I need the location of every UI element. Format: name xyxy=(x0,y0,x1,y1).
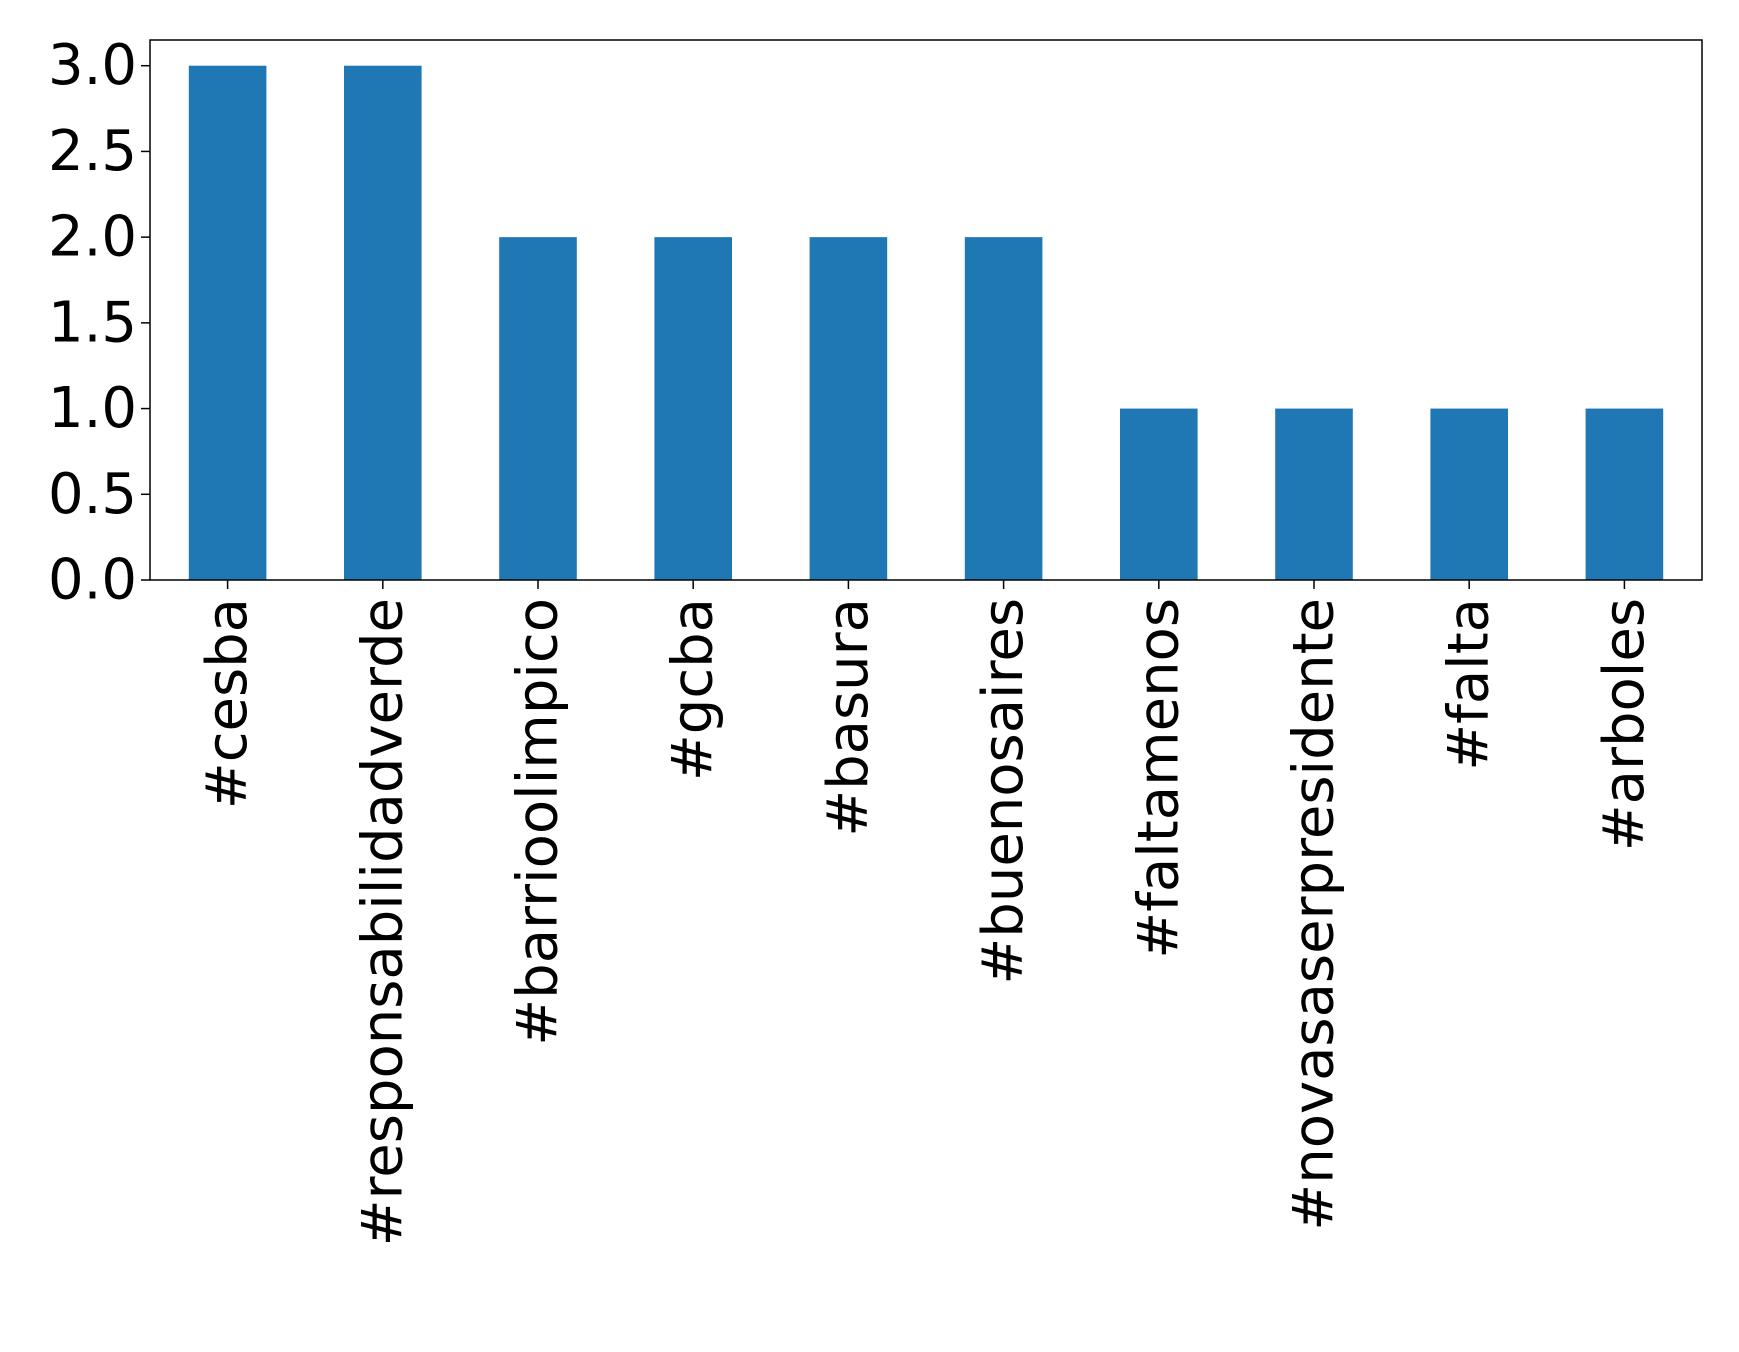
x-tick-label: #faltamenos xyxy=(1126,598,1191,959)
plot-frame xyxy=(149,39,1703,581)
bar-arboles xyxy=(1585,408,1664,580)
y-tick-label: 3.0 xyxy=(48,33,137,98)
bar-responsabilidadverde xyxy=(344,65,422,580)
x-tick-label: #barrioolimpico xyxy=(506,598,571,1046)
x-tick-label: #novasaserpresidente xyxy=(1282,598,1347,1231)
bars-group xyxy=(188,65,1664,580)
x-tick-label: #basura xyxy=(816,598,881,837)
y-tick-label: 1.0 xyxy=(48,376,137,441)
y-tick-label: 0.0 xyxy=(48,548,137,613)
bar-novasaserpresidente xyxy=(1275,408,1353,580)
y-tick-label: 1.5 xyxy=(48,290,137,355)
bar-cesba xyxy=(188,65,267,580)
bar-faltamenos xyxy=(1120,408,1198,580)
bar-barrioolimpico xyxy=(499,237,577,580)
y-axis: 0.0 0.5 1.0 1.5 2.0 2.5 3.0 xyxy=(48,33,150,613)
bar-gcba xyxy=(654,237,732,580)
y-tick-label: 2.5 xyxy=(48,119,137,184)
x-axis: #cesba #responsabilidadverde #barrioolimpi… xyxy=(195,580,1657,1246)
bar-buenosaires xyxy=(964,237,1043,580)
x-tick-label: #cesba xyxy=(195,598,260,809)
y-tick-label: 0.5 xyxy=(48,462,137,527)
x-tick-label: #arboles xyxy=(1592,598,1657,851)
bar-falta xyxy=(1430,408,1508,580)
bar-basura xyxy=(809,237,888,580)
x-tick-label: #falta xyxy=(1437,598,1502,771)
x-tick-label: #buenosaires xyxy=(971,598,1036,985)
x-tick-label: #gcba xyxy=(661,598,726,781)
y-tick-label: 2.0 xyxy=(48,205,137,270)
x-tick-label: #responsabilidadverde xyxy=(350,598,415,1246)
